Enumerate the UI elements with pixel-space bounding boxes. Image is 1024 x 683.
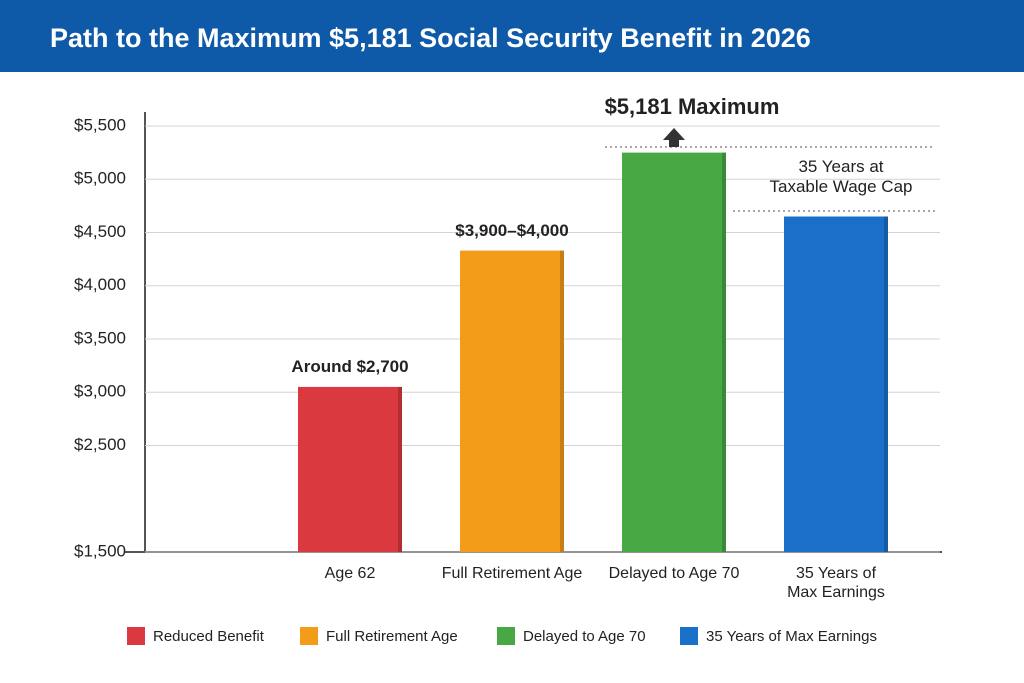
y-tick-label: $3,000: [74, 382, 126, 401]
legend-swatch: [127, 627, 145, 645]
bar: [622, 152, 726, 552]
x-tick-label: 35 Years of Max Earnings: [787, 565, 885, 602]
bar-edge: [560, 250, 564, 552]
annotation: 35 Years at Taxable Wage Cap: [769, 157, 913, 197]
annotation: $5,181 Maximum: [604, 94, 780, 119]
bar: [784, 216, 888, 552]
y-tick-label: $2,500: [74, 435, 126, 454]
bar-edge: [722, 152, 726, 552]
x-tick-label-box: Full Retirement Age: [441, 565, 583, 582]
legend-label: Full Retirement Age: [326, 628, 458, 645]
y-tick-label: $5,500: [74, 115, 126, 134]
legend-label: 35 Years of Max Earnings: [706, 628, 877, 645]
bar: [298, 386, 402, 552]
legend-label: Delayed to Age 70: [523, 628, 646, 645]
legend-swatch: [497, 627, 515, 645]
x-tick-label: Full Retirement Age: [441, 565, 583, 582]
annotation-box: $3,900–$4,000: [455, 220, 569, 240]
x-tick-label-box: 35 Years of Max Earnings: [787, 565, 885, 602]
legend-label: Reduced Benefit: [153, 628, 265, 645]
legend-swatch: [300, 627, 318, 645]
annotation-box: 35 Years at Taxable Wage Cap: [769, 157, 913, 197]
annotation: $3,900–$4,000: [455, 220, 569, 240]
chart-title: Path to the Maximum $5,181 Social Securi…: [50, 23, 811, 53]
y-tick-label: $3,500: [74, 328, 126, 347]
arrow: [663, 128, 685, 147]
x-tick-label-box: Age 62: [324, 565, 376, 582]
bar: [460, 250, 564, 552]
x-tick-label-box: Delayed to Age 70: [608, 565, 740, 582]
x-tick-label: Delayed to Age 70: [608, 565, 740, 582]
y-tick-label: $4,000: [74, 275, 126, 294]
annotation: Around $2,700: [291, 356, 409, 376]
x-tick-label: Age 62: [324, 565, 376, 582]
y-tick-label: $5,000: [74, 169, 126, 188]
legend-swatch: [680, 627, 698, 645]
y-tick-label: $1,500: [74, 541, 126, 560]
bar-edge: [884, 216, 888, 552]
bar-edge: [398, 386, 402, 552]
y-tick-label: $4,500: [74, 222, 126, 241]
annotation-box: $5,181 Maximum: [604, 94, 780, 119]
annotation-box: Around $2,700: [291, 356, 409, 376]
title-bar: [0, 0, 1024, 72]
